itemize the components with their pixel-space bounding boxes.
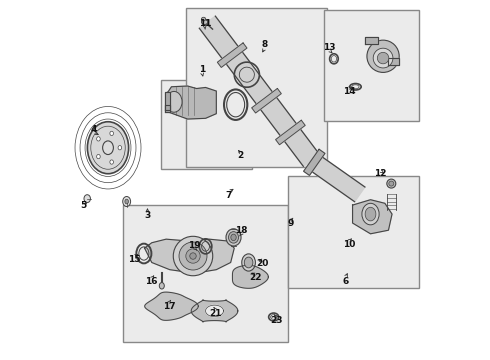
Ellipse shape: [367, 40, 399, 72]
Polygon shape: [145, 292, 198, 320]
Polygon shape: [218, 43, 247, 67]
Text: 13: 13: [323, 43, 336, 52]
Ellipse shape: [110, 160, 114, 164]
Text: 14: 14: [343, 86, 355, 95]
Text: 17: 17: [163, 302, 175, 311]
Polygon shape: [353, 200, 392, 234]
Ellipse shape: [231, 234, 236, 240]
Text: 7: 7: [226, 190, 232, 199]
Ellipse shape: [84, 195, 91, 203]
Polygon shape: [206, 305, 223, 317]
Ellipse shape: [389, 181, 394, 186]
Text: 1: 1: [199, 65, 205, 74]
Bar: [186, 8, 327, 167]
Ellipse shape: [228, 231, 239, 243]
Ellipse shape: [201, 19, 208, 24]
Ellipse shape: [102, 141, 113, 154]
Polygon shape: [168, 86, 216, 119]
Text: 2: 2: [238, 151, 244, 160]
Ellipse shape: [125, 199, 128, 204]
Ellipse shape: [166, 91, 182, 112]
Text: 16: 16: [146, 276, 158, 285]
Polygon shape: [306, 153, 365, 202]
Ellipse shape: [362, 203, 379, 225]
Ellipse shape: [97, 137, 100, 141]
Text: 6: 6: [343, 276, 348, 285]
Polygon shape: [145, 239, 234, 273]
Text: 22: 22: [249, 273, 261, 282]
Ellipse shape: [242, 254, 255, 271]
Text: 20: 20: [256, 259, 269, 268]
Ellipse shape: [97, 154, 100, 159]
Polygon shape: [276, 120, 305, 145]
Ellipse shape: [122, 197, 131, 207]
Text: 15: 15: [127, 255, 140, 264]
Ellipse shape: [186, 249, 200, 263]
Text: 23: 23: [270, 316, 283, 325]
Text: 12: 12: [374, 169, 387, 178]
Ellipse shape: [365, 207, 376, 221]
Ellipse shape: [87, 122, 129, 174]
Text: 4: 4: [91, 125, 97, 134]
Text: 5: 5: [80, 201, 86, 210]
Polygon shape: [166, 105, 170, 112]
Text: 21: 21: [209, 309, 222, 318]
Polygon shape: [252, 89, 281, 113]
Ellipse shape: [226, 229, 241, 246]
Polygon shape: [304, 149, 325, 175]
Text: 10: 10: [343, 240, 355, 249]
Text: 18: 18: [235, 226, 247, 235]
Ellipse shape: [159, 283, 164, 289]
Bar: [324, 10, 419, 121]
Ellipse shape: [373, 48, 393, 68]
Polygon shape: [199, 16, 319, 166]
Text: 9: 9: [288, 219, 294, 228]
Ellipse shape: [190, 253, 196, 259]
Ellipse shape: [387, 179, 396, 188]
Bar: [288, 176, 419, 288]
Ellipse shape: [118, 145, 122, 150]
Polygon shape: [232, 265, 269, 288]
Polygon shape: [166, 92, 170, 110]
Bar: [123, 205, 288, 342]
Ellipse shape: [179, 242, 207, 270]
Text: 19: 19: [189, 241, 201, 250]
Polygon shape: [191, 300, 238, 322]
Text: 3: 3: [145, 211, 150, 220]
Ellipse shape: [377, 52, 389, 64]
Text: 11: 11: [198, 19, 211, 28]
Polygon shape: [365, 37, 378, 44]
Ellipse shape: [173, 236, 213, 276]
Ellipse shape: [245, 257, 253, 268]
Ellipse shape: [201, 17, 206, 21]
Text: 8: 8: [262, 40, 268, 49]
Ellipse shape: [110, 131, 114, 136]
Bar: [161, 80, 252, 169]
Polygon shape: [389, 58, 399, 65]
